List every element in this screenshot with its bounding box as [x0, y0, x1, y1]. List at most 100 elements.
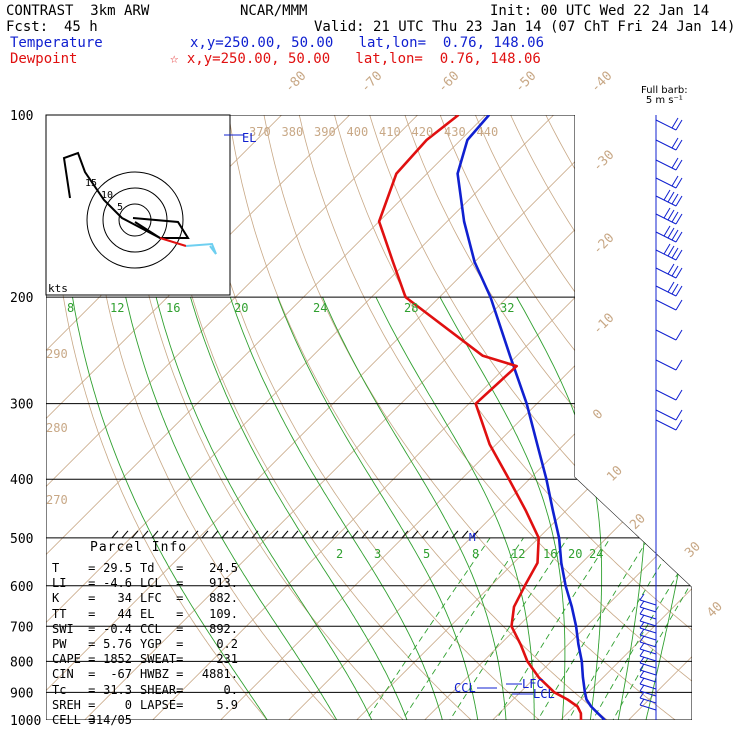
ccl-label: CCL [454, 681, 476, 695]
mixing-ratio-label: 2 [336, 547, 343, 561]
wind-barb-flag [671, 283, 679, 295]
pressure-tick-label: 500 [10, 532, 33, 547]
hatch-mark [431, 530, 439, 539]
wind-barb [655, 195, 677, 207]
parcel-row: T = 29.5 Td = 24.5 [52, 561, 242, 576]
temperature-tick-label: 10 [604, 463, 626, 485]
moist-adiabat [322, 296, 508, 720]
hatch-mark [181, 530, 189, 539]
temperature-tick-label: 0 [590, 407, 606, 423]
mixing-ratio-label: 20 [234, 301, 248, 315]
pressure-tick-label: 800 [10, 655, 33, 670]
temperature-tick-label: -70 [358, 69, 385, 96]
parcel-value: -0.4 [103, 621, 132, 636]
isotherm [547, 115, 692, 720]
mixing-ratio-line [441, 537, 568, 720]
pressure-tick-label: 600 [10, 580, 33, 595]
parcel-value: 314/05 [88, 712, 132, 727]
theta-label: 430 [444, 125, 466, 139]
parcel-key: Tc = [52, 682, 96, 697]
mixing-ratio-label: 32 [500, 301, 514, 315]
hodograph-ring-label: 15 [85, 178, 97, 189]
parcel-key: LFC = [140, 591, 184, 606]
parcel-value: 0. [223, 682, 238, 697]
init-time: Init: 00 UTC Wed 22 Jan 14 [490, 3, 710, 19]
hodograph-trace-low [159, 237, 187, 247]
pressure-tick-label: 1000 [10, 714, 41, 729]
moist-adiabat [125, 296, 345, 720]
moist-adiabat [277, 296, 481, 720]
parcel-key: SWI = [52, 621, 96, 636]
dewpoint-profile [377, 115, 583, 720]
parcel-key [132, 713, 190, 728]
isotherm [479, 115, 692, 720]
dry-adiabat [608, 115, 692, 720]
mixing-ratio-line [585, 537, 692, 720]
theta-side-label: 270 [46, 493, 68, 507]
wind-barb-flag [675, 119, 683, 131]
wind-barb-flag [639, 663, 645, 671]
theta-label: 410 [379, 125, 401, 139]
parcel-key: CAPE = [52, 652, 96, 667]
wind-barb-flag [639, 635, 645, 643]
temperature-tick-label: -30 [590, 148, 617, 175]
hodograph-trace [132, 217, 190, 239]
parcel-key: CIN = [52, 667, 96, 682]
parcel-row: SWI = -0.4 CCL = 892. [52, 622, 242, 637]
temperature-tick-label: -10 [590, 311, 617, 338]
wind-barb-flag [667, 281, 675, 293]
wind-barb [655, 159, 677, 171]
wind-barb-flag [671, 265, 679, 277]
wind-barb-flag [663, 225, 671, 237]
parcel-value: 29.5 [103, 561, 132, 575]
pressure-tick-label: 400 [10, 473, 33, 488]
isotherm [207, 115, 692, 720]
wind-barb-flag [675, 267, 683, 279]
wind-barb-flag [639, 621, 645, 629]
wind-barb [655, 231, 677, 243]
wind-barb-flag [639, 614, 645, 622]
wind-barb [655, 267, 677, 279]
parcel-key: PW = [52, 636, 96, 651]
pressure-tick-label: 700 [10, 620, 33, 635]
parcel-row: TT = 44 EL = 109. [52, 607, 242, 622]
isotherm [46, 115, 364, 720]
mixing-ratio-line [357, 537, 491, 720]
hatch-mark [411, 530, 419, 539]
hodograph-units: kts [48, 282, 68, 295]
wind-barb-flag [675, 195, 683, 207]
wind-barb [639, 704, 657, 711]
mixing-ratio-line [393, 537, 524, 720]
mixing-ratio-label: 5 [423, 547, 430, 561]
hatch-mark [281, 530, 289, 539]
parcel-value: 1852 [103, 652, 132, 667]
parcel-value: -67 [110, 667, 132, 682]
parcel-value: 892. [209, 621, 238, 636]
mixing-ratio-line [560, 537, 678, 720]
isotherm [411, 115, 692, 720]
wind-barb [639, 620, 657, 627]
hatch-mark [441, 530, 449, 539]
wind-barb [639, 676, 657, 683]
temperature-legend: Temperature [10, 35, 103, 51]
wind-barb [655, 249, 677, 261]
hatch-mark [331, 530, 339, 539]
isotherm [46, 115, 636, 720]
hodograph-ring [86, 171, 184, 269]
parcel-key: CCL = [140, 621, 184, 636]
parcel-row: Tc = 31.3 SHEAR= 0. [52, 683, 242, 698]
parcel-key: TT = [52, 606, 96, 621]
wind-barb-flag [639, 628, 645, 636]
parcel-key: K = [52, 591, 96, 606]
temperature-tick-label: -40 [588, 69, 615, 96]
dry-adiabat [122, 115, 417, 720]
dewpoint-legend: Dewpoint [10, 51, 78, 67]
temperature-tick-label: 30 [682, 539, 704, 561]
wind-barb [639, 613, 657, 620]
theta-label: 370 [249, 125, 271, 139]
wind-barb-flag [639, 677, 645, 685]
moist-adiabat [229, 296, 447, 720]
hatch-mark [211, 530, 219, 539]
lfc-label: LFC [522, 677, 544, 691]
